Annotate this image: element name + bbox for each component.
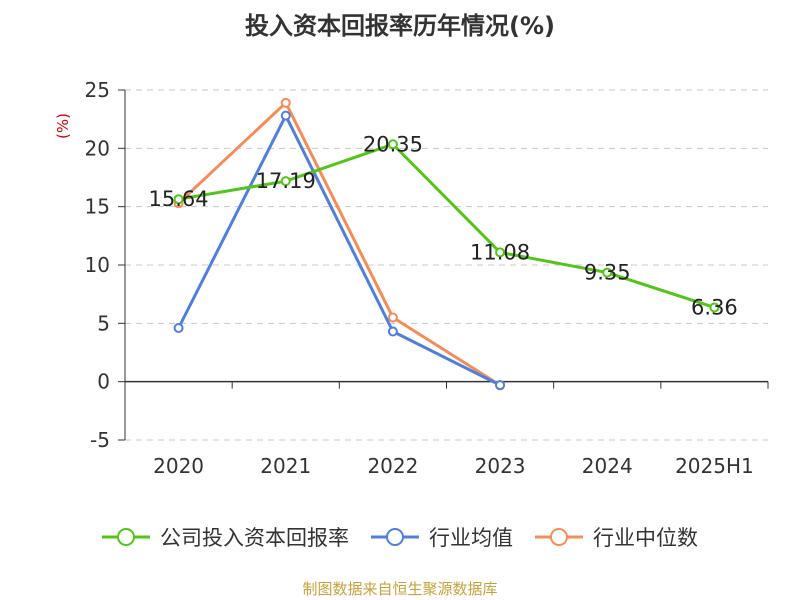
series-line — [178, 142, 715, 309]
data-point[interactable] — [173, 194, 184, 205]
x-tick-label: 2024 — [582, 454, 633, 478]
data-point[interactable] — [709, 302, 720, 313]
y-tick-label: 20 — [85, 136, 110, 160]
data-label: 11.08 — [470, 240, 530, 264]
y-axis-unit: (%) — [54, 113, 72, 139]
legend-label: 行业中位数 — [593, 526, 698, 550]
data-label: 6.36 — [691, 295, 738, 319]
series-line — [177, 101, 501, 387]
legend-item[interactable]: 行业中位数 — [535, 526, 698, 550]
x-tick-label: 2022 — [367, 454, 418, 478]
y-tick-label: 15 — [85, 195, 110, 219]
legend-item[interactable]: 行业均值 — [371, 526, 513, 550]
data-point[interactable] — [602, 267, 613, 278]
legend-marker — [550, 528, 568, 546]
source-note: 制图数据来自恒生聚源数据库 — [302, 580, 497, 598]
x-tick-label: 2025H1 — [675, 454, 754, 478]
data-point[interactable] — [387, 139, 398, 150]
legend-label: 行业均值 — [429, 526, 513, 550]
x-tick-label: 2021 — [260, 454, 311, 478]
grid-lines — [125, 89, 768, 441]
x-tick-label: 2020 — [153, 454, 204, 478]
data-point[interactable] — [280, 97, 291, 108]
legend-marker — [386, 528, 404, 546]
x-tick-label: 2023 — [475, 454, 526, 478]
legend-label: 公司投入资本回报率 — [160, 526, 349, 550]
data-labels: 15.64 17.19 20.35 11.08 9.35 6.36 — [149, 132, 738, 319]
data-label: 17.19 — [256, 169, 316, 193]
chart-title: 投入资本回报率历年情况(%) — [245, 12, 555, 40]
y-tick-label: 5 — [97, 311, 110, 335]
y-tick-label: 0 — [97, 370, 110, 394]
data-label: 15.64 — [149, 187, 209, 211]
data-label: 9.35 — [584, 261, 631, 285]
data-point[interactable] — [495, 380, 506, 391]
y-tick-label: 25 — [85, 78, 110, 102]
data-point[interactable] — [387, 312, 398, 323]
y-tick-label: -5 — [90, 428, 110, 452]
legend[interactable]: 公司投入资本回报率 行业均值 行业中位数 — [102, 526, 698, 550]
data-point[interactable] — [387, 326, 398, 337]
data-point[interactable] — [173, 323, 184, 333]
data-label: 20.35 — [363, 132, 423, 156]
legend-item[interactable]: 公司投入资本回报率 — [102, 526, 349, 550]
series-group — [173, 97, 720, 391]
legend-marker — [117, 528, 135, 546]
series-line — [177, 114, 501, 387]
data-point[interactable] — [280, 176, 291, 187]
data-point[interactable] — [495, 247, 506, 258]
y-tick-label: 10 — [85, 253, 110, 277]
data-point[interactable] — [280, 110, 291, 121]
axes: -5 0 5 10 15 20 25 2020 2021 2022 2023 2024 2025H1 — [85, 78, 769, 478]
